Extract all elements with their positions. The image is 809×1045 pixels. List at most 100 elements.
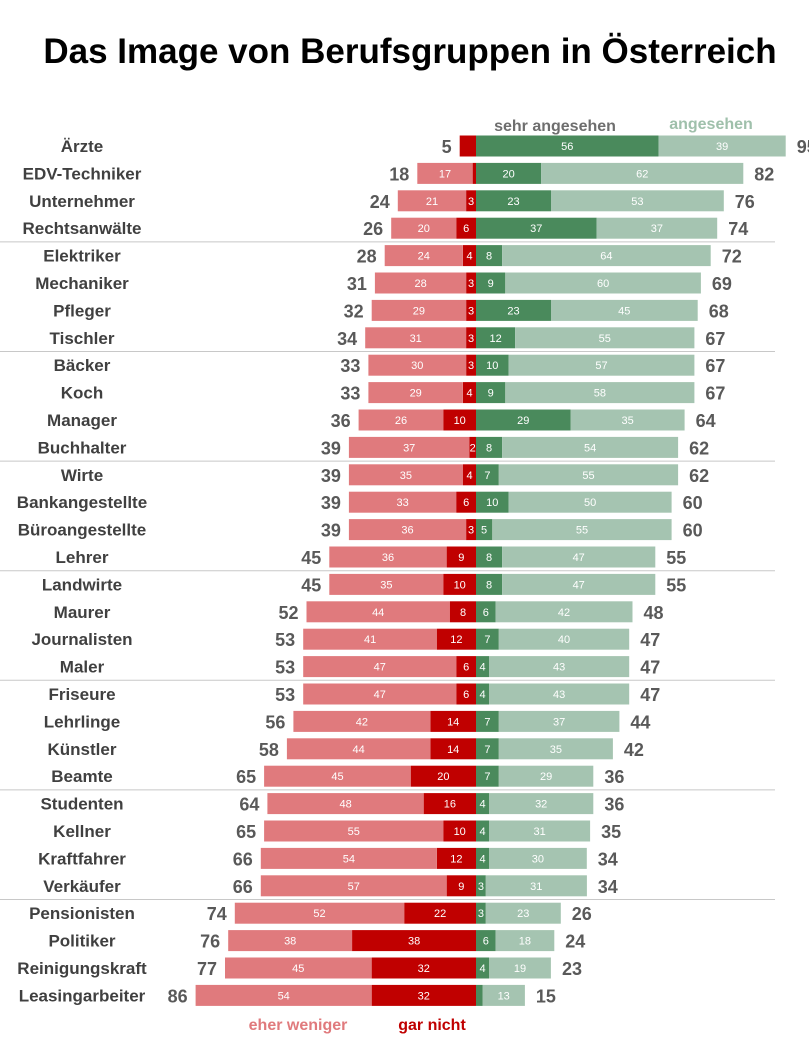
bar-angesehen [485, 902, 561, 924]
value-sehr-angesehen: 9 [488, 278, 494, 290]
chart-title: Das Image von Berufsgruppen in Österreic… [43, 32, 777, 71]
value-angesehen: 31 [533, 826, 545, 838]
value-gar-nicht: 4 [466, 470, 472, 482]
legend-eher-weniger: eher weniger [249, 1017, 348, 1034]
value-eher-weniger: 36 [382, 552, 394, 564]
total-positive: 55 [666, 575, 686, 595]
bar-gar-nicht [463, 382, 476, 404]
category-label: Leasingarbeiter [19, 986, 146, 1005]
value-gar-nicht: 16 [444, 799, 456, 811]
value-eher-weniger: 28 [414, 278, 426, 290]
total-negative: 53 [275, 685, 295, 705]
bar-eher-weniger [368, 382, 463, 404]
bar-gar-nicht [371, 984, 476, 1006]
value-eher-weniger: 57 [348, 881, 360, 893]
total-positive: 64 [696, 411, 716, 431]
value-angesehen: 57 [595, 360, 607, 372]
value-sehr-angesehen: 6 [483, 607, 489, 619]
value-sehr-angesehen: 4 [479, 689, 485, 701]
value-angesehen: 32 [535, 799, 547, 811]
value-eher-weniger: 48 [339, 799, 351, 811]
value-angesehen: 42 [558, 607, 570, 619]
bar-gar-nicht [466, 354, 476, 376]
total-negative: 33 [340, 356, 360, 376]
bar-gar-nicht [443, 573, 476, 595]
value-sehr-angesehen: 29 [517, 415, 529, 427]
total-negative: 65 [236, 767, 256, 787]
value-eher-weniger: 47 [374, 689, 386, 701]
bar-gar-nicht [469, 436, 476, 458]
bar-angesehen [495, 601, 633, 623]
value-eher-weniger: 20 [418, 223, 430, 235]
bar-sehr-angesehen [476, 546, 503, 568]
value-sehr-angesehen: 7 [484, 744, 490, 756]
bar-angesehen [489, 957, 551, 979]
value-angesehen: 19 [514, 963, 526, 975]
total-negative: 56 [265, 712, 285, 732]
total-positive: 60 [683, 521, 703, 541]
total-negative: 31 [347, 274, 367, 294]
bar-eher-weniger [264, 765, 411, 787]
value-sehr-angesehen: 8 [486, 552, 492, 564]
bar-eher-weniger [303, 628, 437, 650]
value-sehr-angesehen: 8 [486, 251, 492, 263]
bar-gar-nicht [463, 464, 476, 486]
value-gar-nicht: 6 [463, 223, 469, 235]
value-angesehen: 55 [599, 333, 611, 345]
value-eher-weniger: 30 [411, 360, 423, 372]
total-positive: 23 [562, 959, 582, 979]
category-label: Lehrer [56, 548, 109, 567]
value-gar-nicht: 3 [468, 333, 474, 345]
bar-eher-weniger [264, 820, 444, 842]
bar-eher-weniger [228, 930, 353, 952]
bar-angesehen [489, 683, 630, 705]
value-gar-nicht: 10 [454, 826, 466, 838]
value-eher-weniger: 21 [426, 196, 438, 208]
category-label: Maurer [54, 603, 111, 622]
value-gar-nicht: 10 [454, 415, 466, 427]
bar-angesehen [502, 436, 679, 458]
bar-gar-nicht [456, 491, 476, 513]
value-eher-weniger: 54 [343, 853, 355, 865]
bar-gar-nicht [430, 710, 476, 732]
total-positive: 44 [630, 712, 650, 732]
value-gar-nicht: 22 [434, 908, 446, 920]
bar-sehr-angesehen [476, 299, 551, 321]
total-negative: 39 [321, 466, 341, 486]
value-eher-weniger: 47 [374, 662, 386, 674]
total-positive: 82 [754, 164, 774, 184]
value-eher-weniger: 36 [401, 525, 413, 537]
category-label: Rechtsanwälte [22, 219, 141, 238]
total-negative: 39 [321, 521, 341, 541]
bar-gar-nicht [466, 299, 476, 321]
value-gar-nicht: 3 [468, 305, 474, 317]
value-gar-nicht: 12 [450, 853, 462, 865]
bar-sehr-angesehen [476, 984, 483, 1006]
category-label: Lehrlinge [44, 712, 121, 731]
bar-sehr-angesehen [476, 683, 489, 705]
bar-sehr-angesehen [476, 656, 489, 678]
bar-sehr-angesehen [476, 793, 489, 815]
value-angesehen: 45 [618, 305, 630, 317]
value-sehr-angesehen: 23 [507, 305, 519, 317]
bar-sehr-angesehen [476, 464, 499, 486]
value-sehr-angesehen: 7 [484, 634, 490, 646]
total-positive: 48 [644, 603, 664, 623]
value-angesehen: 62 [636, 168, 648, 180]
value-gar-nicht: 3 [468, 360, 474, 372]
bar-eher-weniger [348, 519, 467, 541]
value-sehr-angesehen: 3 [478, 881, 484, 893]
total-negative: 32 [344, 301, 364, 321]
bar-angesehen [498, 710, 620, 732]
bar-sehr-angesehen [476, 628, 499, 650]
value-eher-weniger: 31 [410, 333, 422, 345]
bar-gar-nicht [443, 820, 476, 842]
value-eher-weniger: 54 [278, 990, 290, 1002]
value-gar-nicht: 3 [468, 525, 474, 537]
total-positive: 69 [712, 274, 732, 294]
total-negative: 53 [275, 630, 295, 650]
value-angesehen: 37 [553, 716, 565, 728]
value-angesehen: 55 [576, 525, 588, 537]
value-sehr-angesehen: 20 [502, 168, 514, 180]
value-angesehen: 37 [651, 223, 663, 235]
